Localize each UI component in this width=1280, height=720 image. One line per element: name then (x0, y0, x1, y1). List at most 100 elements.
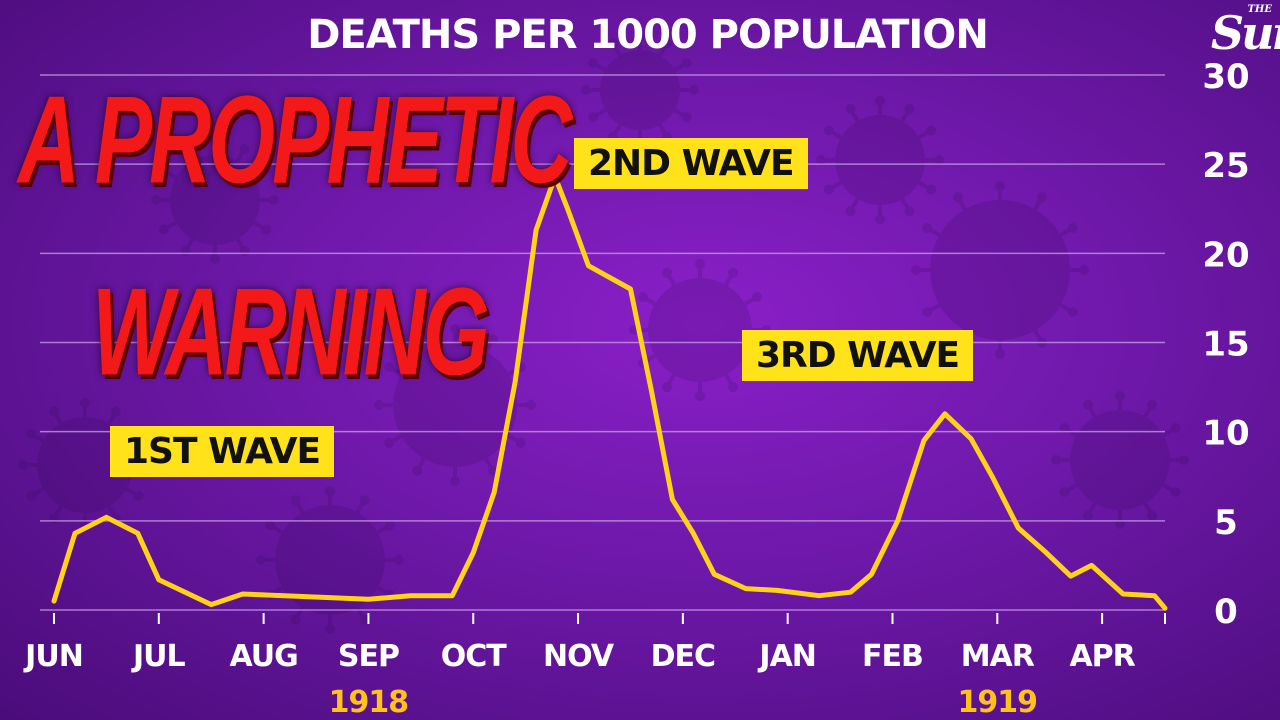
virus-spike-tip (934, 155, 944, 165)
headline-line-1: A PROPHETIC (18, 70, 573, 210)
virus-spike (744, 295, 759, 306)
virus-spike-tip (911, 265, 921, 275)
x-tick-label: FEB (862, 639, 923, 674)
virus-spike-tip (18, 460, 28, 470)
virus-spike (917, 180, 933, 192)
virus-spike (926, 303, 941, 314)
x-tick-label: JUL (131, 639, 186, 674)
virus-spike-tip (412, 334, 422, 345)
virus-spike-tip (412, 465, 422, 476)
virus-spike-tip (325, 624, 335, 634)
virus-body (393, 343, 517, 467)
virus-spike (415, 338, 426, 353)
virus-spike (1143, 403, 1154, 418)
virus-spike-tip (816, 155, 826, 165)
virus-spike (665, 374, 676, 389)
virus-spike-tip (588, 112, 599, 122)
virus-spike-tip (488, 334, 498, 345)
virus-spike (926, 226, 941, 237)
virus-spike (1162, 483, 1177, 494)
virus-spike-tip (689, 85, 699, 95)
virus-spike-tip (1170, 423, 1181, 433)
virus-spike-tip (953, 192, 963, 203)
virus-spike-tip (728, 267, 738, 278)
virus-spike (125, 487, 140, 498)
virus-spike-tip (26, 429, 37, 439)
virus-decoration (18, 31, 1189, 634)
virus-spike (673, 61, 688, 72)
virus-spike (1162, 426, 1177, 437)
virus-spike (30, 432, 45, 443)
year-labels: 1918 1919 (329, 685, 1038, 720)
y-tick-label: 20 (1202, 235, 1249, 275)
virus-spike (956, 196, 967, 211)
virus-spike-tip (359, 614, 370, 625)
virus-spike-tip (290, 614, 301, 625)
virus-spike (658, 123, 669, 138)
virus-spike-tip (359, 495, 370, 506)
virus-spike (293, 499, 305, 514)
virus-spike-tip (1059, 423, 1070, 433)
virus-spike-tip (662, 267, 672, 278)
virus-spike (827, 180, 843, 192)
logo-main-text: Sun (1210, 6, 1280, 50)
series-line (51, 174, 1168, 611)
virus-spike-tip (158, 224, 169, 235)
virus-spike (1063, 483, 1078, 494)
virus-spike-tip (1083, 399, 1093, 410)
virus-body (930, 200, 1070, 340)
virus-spike-tip (1067, 223, 1078, 233)
virus-spike (1033, 329, 1044, 344)
virus-spike-tip (845, 206, 856, 217)
virus-spike-tip (1067, 307, 1078, 317)
virus-spike-tip (450, 324, 460, 334)
virus-spike-tip (845, 103, 856, 114)
virus-spike-tip (1170, 487, 1181, 497)
y-tick-label: 10 (1202, 414, 1249, 454)
virus-spike-tip (290, 495, 301, 506)
virus-spike-tip (384, 520, 395, 531)
virus-spike-tip (450, 476, 460, 486)
virus-spike-tip (922, 223, 933, 233)
virus-spike (415, 457, 426, 472)
virus-spike-tip (325, 486, 335, 496)
virus-spike-tip (80, 398, 90, 408)
virus-spike-tip (265, 520, 276, 531)
x-axis-ticks: JUN JUL AUG SEP OCT NOV DEC JAN FEB MAR APR (23, 613, 1166, 674)
virus-spike (658, 42, 669, 57)
virus-spike (376, 585, 391, 597)
virus-spike (355, 499, 367, 514)
virus-spike-tip (49, 513, 59, 524)
virus-spike-tip (662, 38, 672, 49)
virus-spike-tip (608, 38, 618, 49)
virus-shape (256, 486, 404, 634)
annotation-3rd-wave: 3RD WAVE (742, 330, 974, 382)
virus-spike-tip (1115, 391, 1125, 401)
virus-body (170, 155, 260, 245)
virus-spike-tip (261, 224, 272, 235)
virus-spike-tip (151, 195, 161, 205)
virus-body (275, 505, 385, 615)
virus-spike-tip (1051, 455, 1061, 465)
virus-spike-tip (588, 58, 599, 68)
virus-spike-tip (823, 184, 834, 195)
virus-shape (151, 136, 279, 264)
x-tick-label: JAN (757, 639, 816, 674)
virus-spike (388, 434, 403, 445)
virus-spike-tip (904, 206, 915, 217)
virus-spike (162, 220, 178, 232)
virus-shape (18, 398, 152, 532)
virus-spike (376, 523, 391, 535)
virus-spike-tip (995, 349, 1005, 359)
chart-title: DEATHS PER 1000 POPULATION (307, 12, 989, 58)
grid-lines (40, 74, 1165, 611)
virus-spike-tip (261, 165, 272, 176)
virus-spike-tip (133, 491, 144, 501)
virus-spike-tip (180, 246, 191, 257)
virus-spike (52, 505, 63, 520)
x-tick-label: DEC (651, 639, 715, 674)
y-tick-label: 5 (1214, 503, 1238, 543)
virus-spike (269, 523, 284, 535)
x-tick-label: JUN (23, 639, 83, 674)
virus-spike-tip (922, 307, 933, 317)
